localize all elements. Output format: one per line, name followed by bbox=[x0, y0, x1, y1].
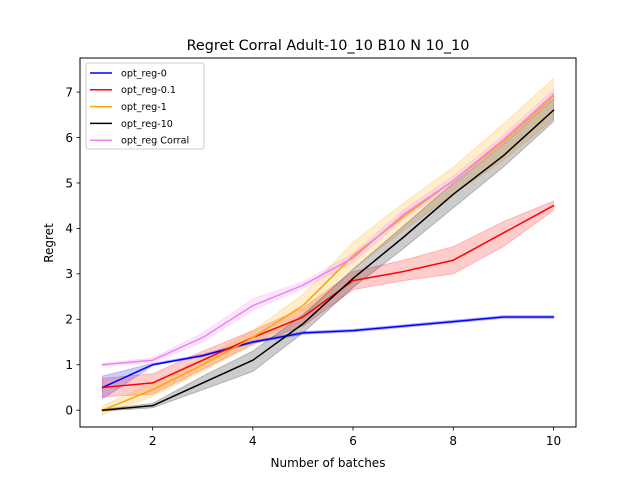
x-axis-ticks: 2 4 6 8 10 bbox=[149, 427, 561, 448]
plot-frame bbox=[79, 57, 577, 428]
legend: opt_reg-0 opt_reg-0.1 opt_reg-1 opt_reg-10o… bbox=[85, 62, 205, 150]
legend-label-opt-reg-0: opt_reg-0 bbox=[121, 68, 167, 79]
y-tick-label-0: 0 bbox=[65, 403, 73, 417]
series-lines bbox=[101, 93, 555, 412]
x-tick-label-6: 6 bbox=[349, 434, 357, 448]
legend-label-opt-reg-corral: opt_reg Corral bbox=[121, 136, 189, 147]
line-opt-reg-1 bbox=[101, 95, 555, 412]
y-tick-label-6: 6 bbox=[65, 131, 73, 145]
x-tick-label-4: 4 bbox=[249, 434, 257, 448]
y-tick-label-5: 5 bbox=[65, 176, 73, 190]
legend-label-opt-reg-1: opt_reg-1 bbox=[121, 102, 167, 113]
y-tick-label-2: 2 bbox=[65, 313, 73, 327]
legend-label-opt-reg-0-1: opt_reg-0.1 bbox=[121, 85, 176, 96]
y-axis-ticks: 0 1 2 3 4 5 6 7 bbox=[65, 85, 80, 417]
band-opt-reg-corral bbox=[102, 88, 554, 367]
chart-title: Regret Corral Adult-10_10 B10 N 10_10 bbox=[187, 38, 470, 54]
y-tick-label-7: 7 bbox=[65, 85, 73, 99]
line-opt-reg-0-1 bbox=[101, 204, 555, 389]
line-opt-reg-0 bbox=[101, 316, 555, 389]
x-axis-label: Number of batches bbox=[271, 456, 386, 470]
legend-box bbox=[85, 62, 205, 150]
y-tick-label-3: 3 bbox=[65, 267, 73, 281]
line-opt-reg-10 bbox=[101, 109, 555, 412]
x-tick-label-8: 8 bbox=[449, 434, 457, 448]
x-tick-label-10: 10 bbox=[546, 434, 561, 448]
x-tick-label-2: 2 bbox=[149, 434, 157, 448]
y-tick-label-1: 1 bbox=[65, 358, 73, 372]
line-opt-reg-corral bbox=[101, 93, 555, 366]
y-axis-label: Regret bbox=[42, 223, 56, 263]
y-tick-label-4: 4 bbox=[65, 222, 73, 236]
legend-label-opt-reg-10: opt_reg-10 bbox=[121, 119, 173, 130]
band-opt-reg-1 bbox=[102, 77, 554, 416]
